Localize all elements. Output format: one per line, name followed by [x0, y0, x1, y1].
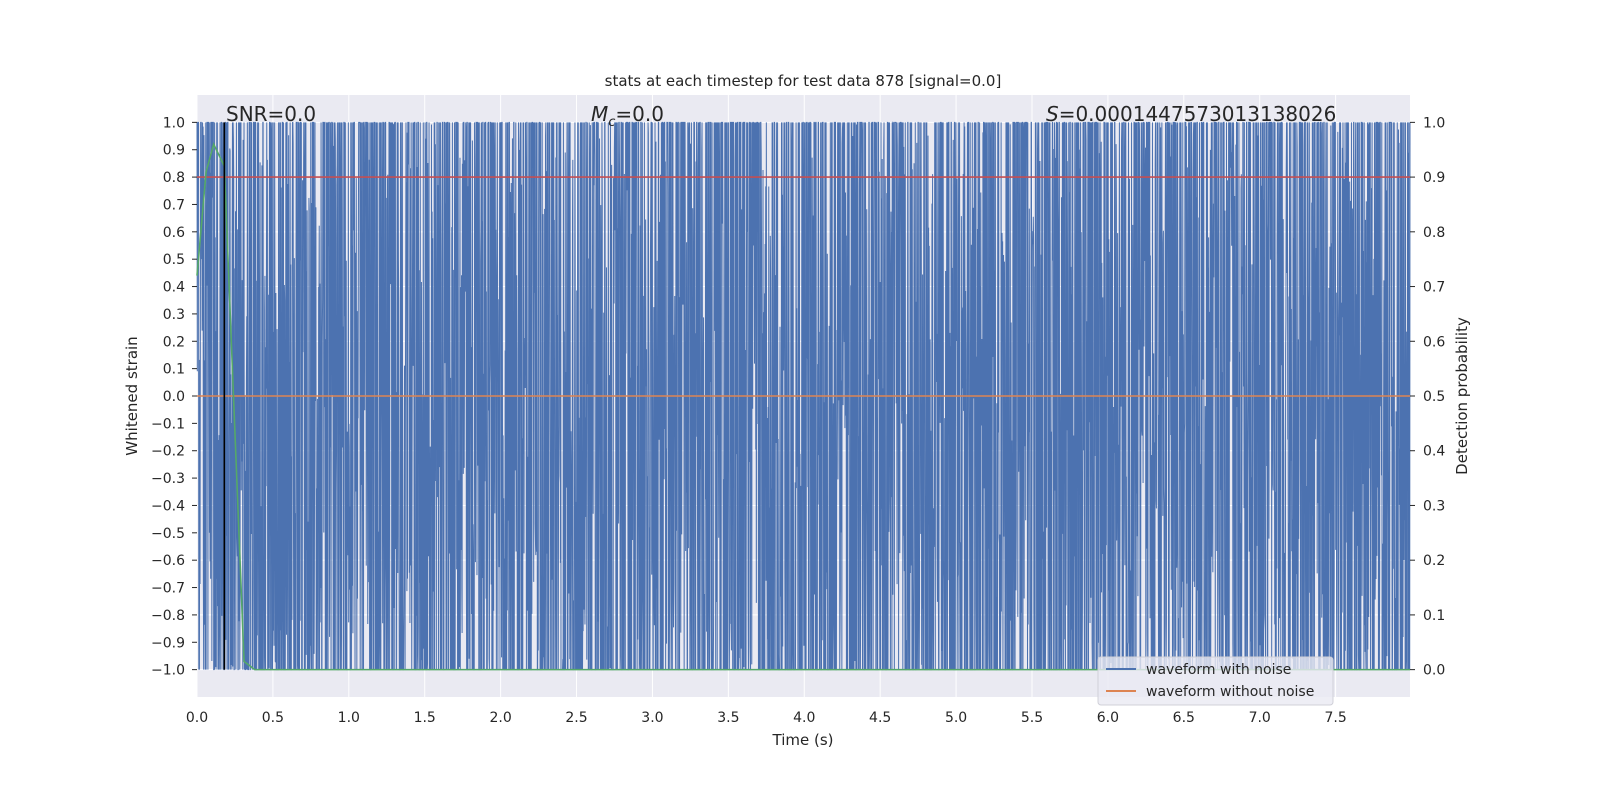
- x-tick-label: 3.5: [717, 710, 739, 726]
- mc-subscript: c: [608, 115, 615, 130]
- x-tick-label: 2.5: [565, 710, 587, 726]
- chart-title: stats at each timestep for test data 878…: [605, 72, 1002, 90]
- y-axis-right-label: Detection probability: [1453, 317, 1471, 475]
- tick-labels: 0.0 0.5 1.0 1.5 2.0 2.5 3.0 3.5 4.0 4.5 5.0 5.5 6.0 6…: [151, 115, 1445, 726]
- x-tick-label: 7.5: [1324, 710, 1346, 726]
- y-tick-label: 0.6: [163, 225, 185, 241]
- mc-value: =0.0: [615, 102, 664, 126]
- y-tick-label: −0.6: [151, 553, 185, 569]
- y-tick-label: −0.4: [151, 498, 185, 514]
- y-right-tick-label: 1.0: [1423, 115, 1445, 131]
- y-tick-label: 1.0: [163, 115, 185, 131]
- y-right-tick-label: 0.0: [1423, 663, 1445, 679]
- y-tick-label: −0.8: [151, 608, 185, 624]
- mc-symbol: M: [591, 102, 608, 126]
- y-tick-label: −0.2: [151, 444, 185, 460]
- y-tick-label: 0.1: [163, 362, 185, 378]
- y-right-tick-label: 0.5: [1423, 389, 1445, 405]
- y-tick-label: −1.0: [151, 663, 185, 679]
- y-tick-label: 0.5: [163, 252, 185, 268]
- x-tick-label: 3.0: [641, 710, 663, 726]
- y-tick-label: 0.9: [163, 143, 185, 159]
- y-tick-label: 0.4: [163, 280, 185, 296]
- y-tick-label: 0.0: [163, 389, 185, 405]
- x-tick-label: 7.0: [1249, 710, 1271, 726]
- snr-annotation: SNR=0.0: [226, 102, 316, 126]
- y-right-tick-label: 0.2: [1423, 553, 1445, 569]
- legend-box: [1097, 656, 1334, 706]
- series-waveform-with-noise: [196, 121, 1411, 671]
- x-tick-label: 2.0: [489, 710, 511, 726]
- s-symbol: S: [1046, 102, 1059, 126]
- s-value: =0.0001447573013138026: [1059, 102, 1337, 126]
- chirp-mass-annotation: Mc=0.0: [591, 102, 664, 130]
- x-tick-label: 4.0: [793, 710, 815, 726]
- legend: waveform with noise waveform without noi…: [1097, 656, 1334, 706]
- y-tick-label: 0.8: [163, 170, 185, 186]
- x-tick-label: 6.0: [1097, 710, 1119, 726]
- x-axis-label: Time (s): [772, 731, 834, 749]
- y-right-tick-label: 0.1: [1423, 608, 1445, 624]
- legend-label-noise: waveform with noise: [1146, 662, 1291, 678]
- y-tick-label: 0.2: [163, 334, 185, 350]
- y-right-tick-label: 0.6: [1423, 334, 1445, 350]
- x-tick-label: 5.5: [1021, 710, 1043, 726]
- y-right-tick-label: 0.4: [1423, 444, 1445, 460]
- x-tick-label: 5.0: [945, 710, 967, 726]
- y-right-tick-label: 0.9: [1423, 170, 1445, 186]
- y-right-tick-label: 0.7: [1423, 280, 1445, 296]
- y-right-tick-label: 0.3: [1423, 498, 1445, 514]
- y-tick-label: 0.3: [163, 307, 185, 323]
- legend-label-clean: waveform without noise: [1146, 684, 1314, 700]
- x-tick-label: 0.0: [186, 710, 208, 726]
- x-tick-label: 4.5: [869, 710, 891, 726]
- s-annotation: S=0.0001447573013138026: [1046, 102, 1336, 126]
- x-tick-label: 1.0: [338, 710, 360, 726]
- x-tick-label: 0.5: [262, 710, 284, 726]
- y-tick-label: −0.7: [151, 581, 185, 597]
- y-tick-label: −0.9: [151, 635, 185, 651]
- y-axis-label: Whitened strain: [123, 336, 141, 455]
- y-tick-label: −0.3: [151, 471, 185, 487]
- y-tick-label: −0.1: [151, 416, 185, 432]
- series-layer: [196, 121, 1411, 671]
- y-tick-label: −0.5: [151, 526, 185, 542]
- y-right-tick-label: 0.8: [1423, 225, 1445, 241]
- x-tick-label: 1.5: [414, 710, 436, 726]
- x-tick-label: 6.5: [1173, 710, 1195, 726]
- y-tick-label: 0.7: [163, 197, 185, 213]
